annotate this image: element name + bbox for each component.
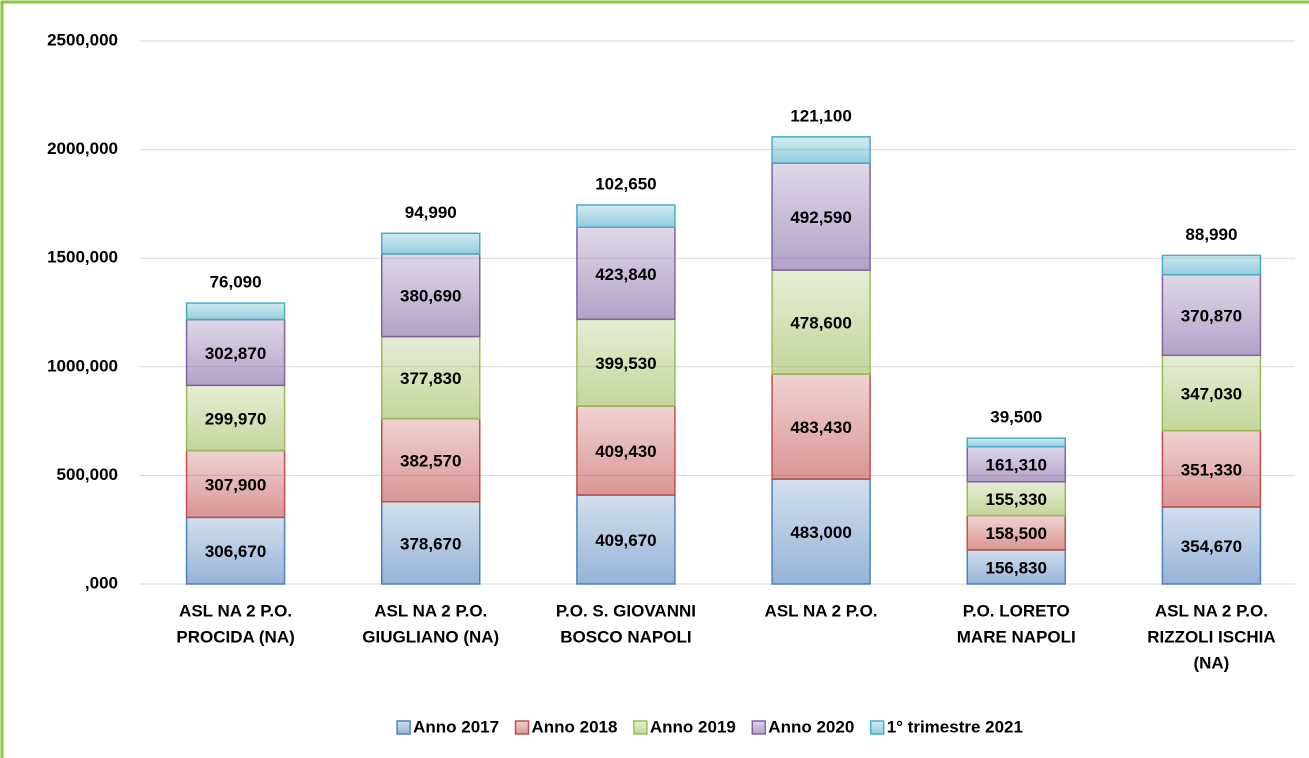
data-label: 492,590 xyxy=(790,208,851,227)
data-label: 76,090 xyxy=(210,273,262,292)
data-label: 161,310 xyxy=(986,456,1047,475)
x-tick-label: P.O. LORETO xyxy=(963,601,1070,620)
data-label: 382,570 xyxy=(400,452,461,471)
data-label: 306,670 xyxy=(205,542,266,561)
legend-swatch xyxy=(633,720,648,735)
data-label: 478,600 xyxy=(790,314,851,333)
data-label: 423,840 xyxy=(595,265,656,284)
bar-segment xyxy=(1161,273,1262,357)
bar-segment xyxy=(576,318,676,407)
data-label: 377,830 xyxy=(400,369,461,388)
bar-segment xyxy=(185,302,286,321)
legend-swatch xyxy=(751,720,767,735)
bar-segment xyxy=(771,478,871,585)
legend-label: Anno 2019 xyxy=(650,717,736,736)
bar-segment xyxy=(771,269,871,375)
bar-segment xyxy=(1161,254,1262,276)
x-tick-label: ASL NA 2 P.O. xyxy=(1155,601,1268,620)
data-label: 380,690 xyxy=(400,287,461,306)
data-label: 378,670 xyxy=(400,534,461,553)
data-label: 483,000 xyxy=(790,523,851,542)
bar-segment xyxy=(576,405,676,496)
bar-segment xyxy=(966,549,1066,585)
legend-label: Anno 2018 xyxy=(532,717,618,736)
bar-segment xyxy=(576,226,676,321)
data-label: 307,900 xyxy=(205,475,266,494)
x-tick-label: RIZZOLI ISCHIA xyxy=(1147,627,1275,646)
legend-label: Anno 2020 xyxy=(768,717,854,736)
legend-swatch xyxy=(869,720,885,735)
bar-segment xyxy=(1161,506,1262,585)
data-label: 409,670 xyxy=(595,531,656,550)
data-label: 347,030 xyxy=(1181,384,1242,403)
data-label: 121,100 xyxy=(790,106,851,125)
data-label: 94,990 xyxy=(405,203,457,222)
bar-segment xyxy=(185,516,286,585)
bar-segment xyxy=(381,335,481,420)
x-tick-label: ASL NA 2 P.O. xyxy=(179,601,292,620)
bar-segment xyxy=(966,445,1066,483)
data-label: 483,430 xyxy=(790,418,851,437)
bar-segment xyxy=(771,373,871,480)
bar-segment xyxy=(1161,429,1262,508)
data-label: 88,990 xyxy=(1185,225,1237,244)
legend-swatch xyxy=(514,720,530,735)
bar-segment xyxy=(1161,354,1262,432)
data-label: 158,500 xyxy=(986,524,1047,543)
data-label: 155,330 xyxy=(986,490,1047,509)
y-tick-label: 2000,000 xyxy=(47,139,118,158)
bar-segment xyxy=(381,253,481,338)
data-label: 409,430 xyxy=(595,442,656,461)
x-tick-label: GIUGLIANO (NA) xyxy=(362,627,499,646)
data-label: 399,530 xyxy=(595,354,656,373)
data-label: 370,870 xyxy=(1181,306,1242,325)
data-label: 299,970 xyxy=(205,409,266,428)
x-tick-label: PROCIDA (NA) xyxy=(176,627,294,646)
data-label: 351,330 xyxy=(1181,460,1242,479)
y-tick-label: 1000,000 xyxy=(47,356,118,375)
y-tick-label: ,000 xyxy=(85,573,118,592)
bar-segment xyxy=(185,449,286,519)
legend-label: 1° trimestre 2021 xyxy=(887,717,1023,736)
bar-segment xyxy=(771,162,871,271)
bar-segment xyxy=(576,494,676,585)
bar-segment xyxy=(381,417,481,503)
bar-segment xyxy=(381,232,481,255)
legend-label: Anno 2017 xyxy=(413,717,499,736)
x-tick-label: MARE NAPOLI xyxy=(957,627,1076,646)
data-label: 156,830 xyxy=(986,558,1047,577)
x-tick-label: ASL NA 2 P.O. xyxy=(374,601,487,620)
legend-swatch xyxy=(396,720,411,735)
bar-segment xyxy=(576,204,676,229)
bar-segment xyxy=(381,501,481,585)
data-label: 302,870 xyxy=(205,344,266,363)
x-tick-label: BOSCO NAPOLI xyxy=(560,627,691,646)
y-tick-label: 2500,000 xyxy=(47,30,118,49)
bar-segment xyxy=(185,384,286,452)
bar-segment xyxy=(771,136,871,164)
y-tick-label: 1500,000 xyxy=(47,248,118,267)
x-tick-label: P.O. S. GIOVANNI xyxy=(556,601,696,620)
data-label: 39,500 xyxy=(990,408,1042,427)
bar-segment xyxy=(966,514,1066,551)
x-tick-label: ASL NA 2 P.O. xyxy=(765,601,878,620)
x-tick-label: (NA) xyxy=(1193,653,1229,672)
bar-segment xyxy=(966,437,1066,448)
y-tick-label: 500,000 xyxy=(57,465,118,484)
data-label: 102,650 xyxy=(595,174,656,193)
bar-segment xyxy=(185,318,286,387)
data-label: 354,670 xyxy=(1181,537,1242,556)
